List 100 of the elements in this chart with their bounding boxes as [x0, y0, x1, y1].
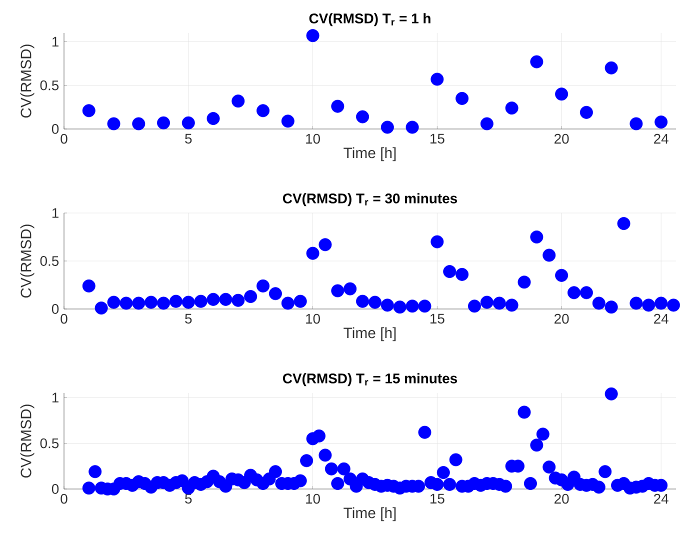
- point: [456, 268, 469, 281]
- point: [82, 279, 96, 292]
- point: [157, 116, 170, 130]
- x-tick-label: 0: [60, 494, 68, 504]
- point: [630, 296, 643, 310]
- point: [380, 298, 394, 312]
- x-tick-label: 0: [60, 134, 68, 144]
- x-tick-label: 15: [430, 494, 444, 504]
- point: [642, 298, 656, 312]
- point: [120, 296, 133, 310]
- point: [480, 117, 494, 130]
- y-tick-label: 0: [52, 304, 59, 314]
- x-tick-label: 24: [654, 134, 668, 144]
- point: [604, 300, 618, 314]
- point: [94, 302, 108, 315]
- point: [617, 217, 630, 230]
- chart-title: CV(RMSD) T$_{r}$ = 15 minutes: [282, 373, 458, 386]
- x-tick-label: 5: [185, 134, 192, 144]
- x-tick-label: 15: [430, 314, 444, 324]
- x-axis-title: Time [h]: [344, 327, 396, 342]
- point: [132, 117, 146, 130]
- y-tick-label: 0.5: [40, 80, 59, 90]
- point: [443, 265, 456, 278]
- point: [232, 294, 245, 307]
- y-tick-label: 0.5: [40, 256, 59, 266]
- point: [430, 235, 444, 248]
- point: [530, 55, 544, 68]
- x-axis-title: Time [h]: [344, 507, 396, 522]
- point: [667, 298, 680, 312]
- point: [654, 296, 668, 310]
- chart-title: CV(RMSD) T$_{r}$ = 1 h: [309, 13, 430, 26]
- point: [492, 296, 506, 310]
- x-tick-label: 0: [60, 314, 68, 324]
- y-axis-title: CV(RMSD): [20, 224, 34, 298]
- point: [169, 294, 182, 308]
- point: [542, 248, 556, 262]
- x-tick-label: 20: [554, 494, 569, 504]
- y-axis-title: CV(RMSD): [20, 404, 34, 478]
- point: [468, 300, 481, 313]
- point: [580, 106, 593, 119]
- x-tick-label: 15: [430, 134, 444, 144]
- point: [331, 284, 344, 298]
- x-tick-label: 24: [654, 494, 668, 504]
- x-tick-label: 10: [306, 134, 320, 144]
- x-tick-label: 20: [554, 134, 569, 144]
- point: [555, 268, 568, 282]
- point: [518, 276, 531, 289]
- point: [568, 286, 581, 300]
- point: [604, 61, 618, 74]
- point: [306, 246, 320, 260]
- point: [281, 296, 294, 310]
- point: [182, 116, 195, 130]
- x-tick-label: 10: [306, 494, 320, 504]
- point: [256, 104, 270, 118]
- point: [418, 300, 432, 313]
- point: [182, 296, 195, 309]
- y-tick-label: 1: [52, 208, 58, 218]
- x-tick-label: 24: [654, 314, 668, 324]
- point: [306, 29, 320, 42]
- y-tick-label: 0.5: [40, 438, 59, 448]
- point: [505, 102, 518, 115]
- point: [430, 72, 444, 86]
- x-tick-label: 5: [185, 494, 192, 504]
- y-tick-label: 0: [52, 124, 59, 134]
- point: [107, 117, 120, 130]
- point: [368, 296, 382, 309]
- point: [194, 294, 208, 308]
- point: [555, 88, 568, 101]
- point: [268, 287, 282, 300]
- point: [281, 114, 294, 128]
- y-tick-label: 1: [52, 392, 58, 402]
- x-tick-label: 10: [306, 314, 320, 324]
- point: [344, 282, 357, 296]
- point: [380, 120, 394, 134]
- x-tick-label: 20: [554, 314, 569, 324]
- point: [505, 298, 518, 312]
- point: [630, 117, 643, 130]
- point: [356, 294, 370, 308]
- point: [244, 290, 258, 304]
- point: [393, 300, 406, 314]
- point: [530, 230, 544, 244]
- point: [480, 296, 494, 309]
- point: [206, 112, 220, 126]
- point: [331, 100, 344, 113]
- x-tick-label: 5: [185, 314, 192, 324]
- point: [318, 238, 332, 252]
- point: [406, 120, 419, 134]
- point: [580, 286, 593, 300]
- x-axis-title: Time [h]: [344, 147, 396, 162]
- point: [107, 296, 120, 309]
- chart-title: CV(RMSD) T$_{r}$ = 30 minutes: [282, 193, 458, 206]
- point: [256, 279, 270, 292]
- point: [157, 296, 170, 310]
- point: [592, 296, 606, 310]
- y-tick-label: 1: [52, 36, 58, 47]
- point: [232, 94, 245, 108]
- point: [654, 116, 668, 129]
- point: [294, 294, 307, 308]
- point: [356, 110, 370, 124]
- point: [219, 292, 232, 306]
